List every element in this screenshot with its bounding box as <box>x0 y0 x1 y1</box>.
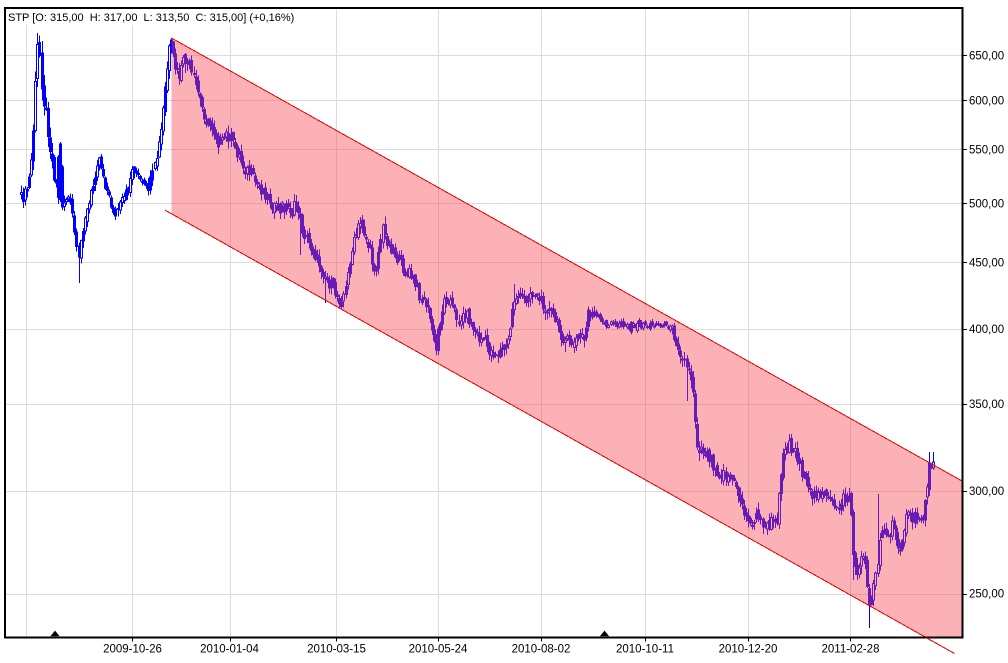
svg-text:450,00: 450,00 <box>969 258 1004 270</box>
svg-text:600,00: 600,00 <box>969 96 1004 108</box>
svg-text:2009-10-26: 2009-10-26 <box>103 643 162 655</box>
svg-text:2010-08-02: 2010-08-02 <box>512 643 571 655</box>
svg-text:2011-02-28: 2011-02-28 <box>822 643 880 655</box>
svg-text:500,00: 500,00 <box>969 198 1004 210</box>
svg-text:2010-01-04: 2010-01-04 <box>200 643 259 655</box>
svg-text:350,00: 350,00 <box>969 399 1004 411</box>
svg-text:550,00: 550,00 <box>969 145 1004 157</box>
svg-text:2010-10-11: 2010-10-11 <box>616 643 674 655</box>
svg-text:STP [O: 315,00 H: 317,00 L:: STP [O: 315,00 H: 317,00 L: 313,50 C: 31… <box>8 12 294 24</box>
svg-text:2010-12-20: 2010-12-20 <box>719 643 778 655</box>
svg-text:650,00: 650,00 <box>969 51 1004 63</box>
svg-text:400,00: 400,00 <box>969 324 1004 336</box>
svg-text:2010-05-24: 2010-05-24 <box>409 643 468 655</box>
svg-text:250,00: 250,00 <box>969 589 1004 601</box>
svg-text:300,00: 300,00 <box>969 486 1004 498</box>
svg-text:2010-03-15: 2010-03-15 <box>307 643 366 655</box>
